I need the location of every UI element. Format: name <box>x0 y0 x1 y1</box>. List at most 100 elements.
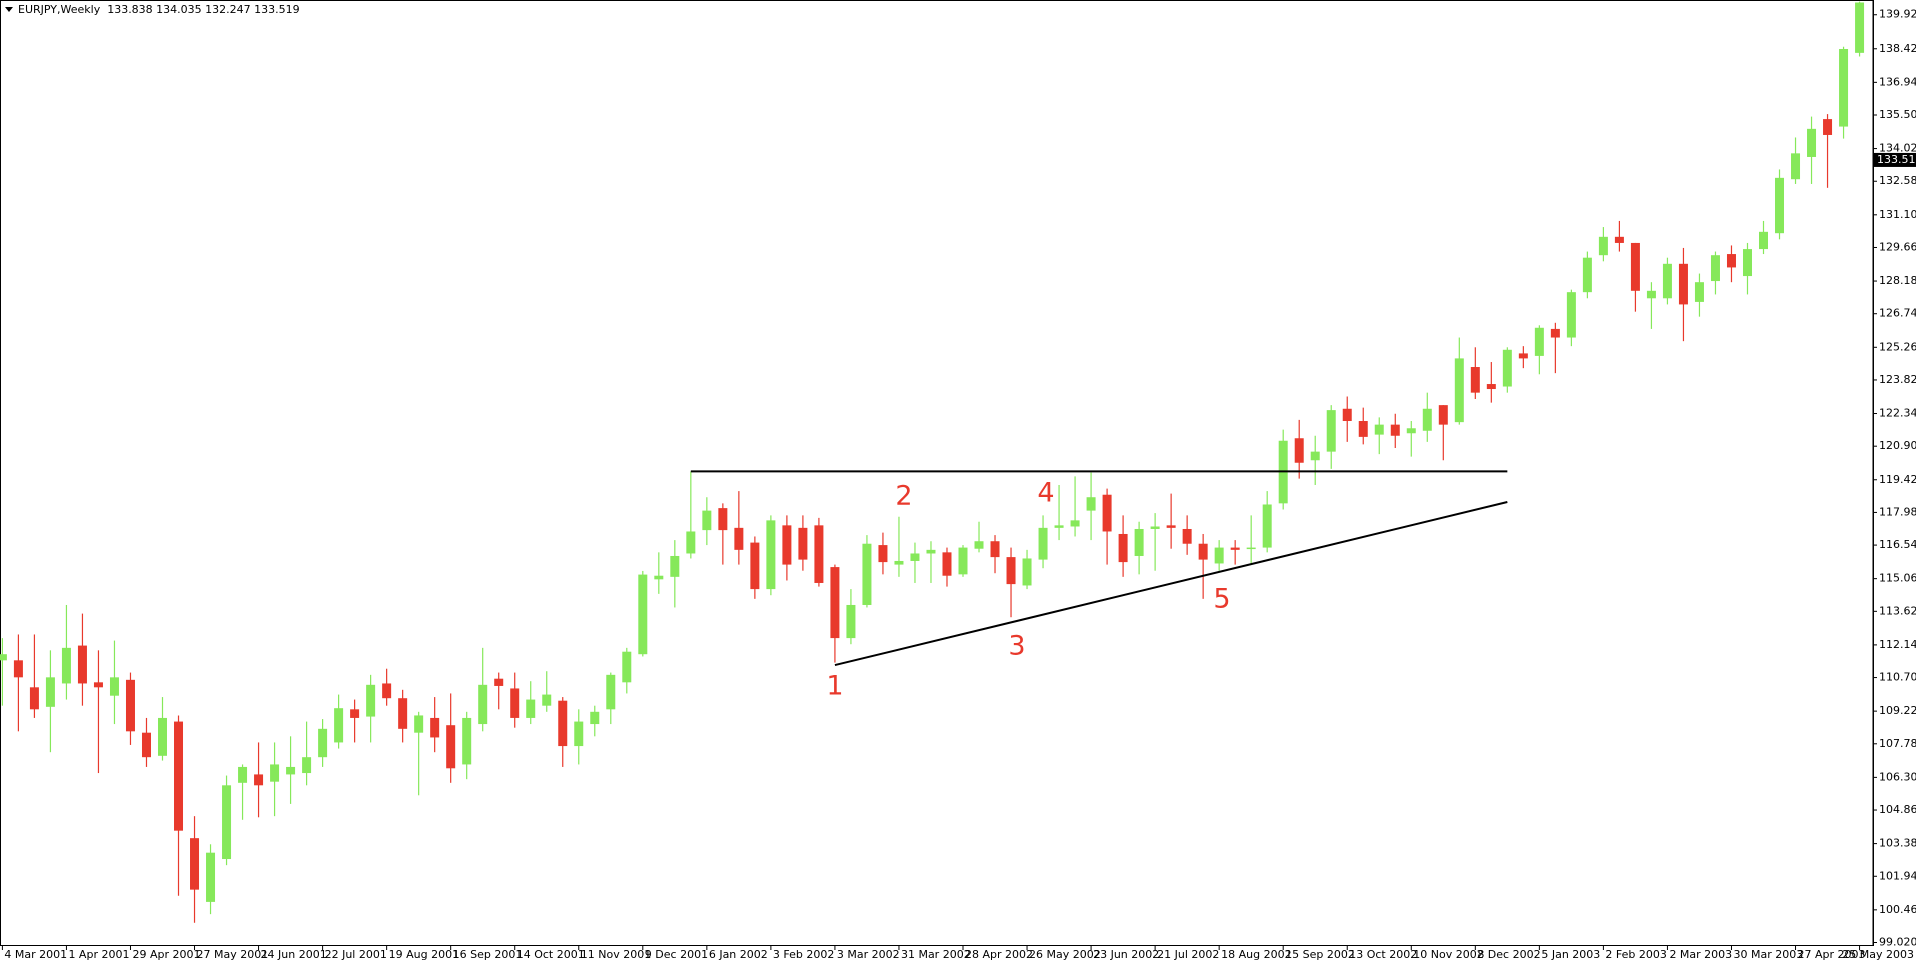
y-tick-label: 99.020 <box>1879 936 1916 949</box>
y-tick-label: 128.180 <box>1879 274 1916 287</box>
x-tick-label: 13 Oct 2002 <box>1349 948 1417 961</box>
candle-body <box>1662 263 1672 299</box>
candle-body <box>894 560 904 565</box>
annotation: 1 <box>826 671 843 702</box>
candle-body <box>1742 249 1752 277</box>
x-tick-label: 27 Apr 2003 <box>1798 948 1866 961</box>
candle-body <box>1054 525 1064 528</box>
candle-body <box>782 525 792 565</box>
candle-body <box>830 567 840 639</box>
candle-body <box>1198 543 1208 560</box>
annotation: 4 <box>1037 478 1054 509</box>
candle-body <box>542 694 552 706</box>
x-tick-label: 23 Jun 2002 <box>1093 948 1159 961</box>
last-price-label: 133.519 <box>1877 153 1916 166</box>
candle-body <box>1598 236 1608 256</box>
x-tick-label: 25 May 2003 <box>1842 948 1914 961</box>
candle-body <box>942 552 952 576</box>
x-tick-label: 2 Feb 2003 <box>1605 948 1666 961</box>
candle-body <box>1406 428 1416 434</box>
y-tick-label: 109.220 <box>1879 704 1916 717</box>
y-tick-label: 101.940 <box>1879 869 1916 882</box>
candle-body <box>174 721 184 831</box>
y-tick-label: 113.620 <box>1879 604 1916 617</box>
y-tick-label: 120.900 <box>1879 439 1916 452</box>
x-tick-label: 18 Aug 2002 <box>1221 948 1291 961</box>
trend-line <box>834 501 1508 667</box>
x-tick-label: 6 Jan 2002 <box>709 948 768 961</box>
y-tick-label: 135.500 <box>1879 108 1916 121</box>
candle-body <box>366 684 376 717</box>
y-tick-label: 119.420 <box>1879 473 1916 486</box>
x-tick-label: 21 Jul 2002 <box>1157 948 1219 961</box>
candle-body <box>494 678 504 686</box>
candle-body <box>878 545 888 563</box>
candle-body <box>318 728 328 758</box>
candle-body <box>125 679 135 732</box>
candle-body <box>1694 282 1704 302</box>
candle-body <box>1726 254 1736 268</box>
candle-body <box>1678 263 1688 305</box>
annotation: 2 <box>895 481 912 512</box>
candle-body <box>1246 547 1256 550</box>
y-tick-label: 132.580 <box>1879 174 1916 187</box>
candle-body <box>574 721 584 747</box>
y-tick-label: 138.420 <box>1879 42 1916 55</box>
candle-body <box>222 785 232 860</box>
candle-body <box>141 732 151 758</box>
x-tick-label: 10 Nov 2002 <box>1413 948 1483 961</box>
candle-body <box>190 838 200 890</box>
candle-body <box>1582 257 1592 293</box>
candle-body <box>1262 504 1272 548</box>
x-tick-label: 28 Apr 2002 <box>965 948 1033 961</box>
candle-body <box>478 684 488 725</box>
candle-body <box>334 708 344 743</box>
candle-body <box>910 553 920 561</box>
candle-body <box>1710 255 1720 282</box>
candle-body <box>0 654 7 661</box>
x-tick-label: 24 Jun 2001 <box>261 948 327 961</box>
x-tick-label: 29 Apr 2001 <box>132 948 200 961</box>
x-tick-label: 30 Mar 2003 <box>1733 948 1803 961</box>
y-tick-label: 125.260 <box>1879 340 1916 353</box>
y-tick-label: 129.660 <box>1879 240 1916 253</box>
candle-body <box>206 852 216 902</box>
y-tick-label: 131.100 <box>1879 208 1916 221</box>
candle-body <box>1566 292 1576 338</box>
candle-body <box>702 510 712 531</box>
candle-body <box>286 766 296 775</box>
candle-body <box>1646 290 1656 299</box>
candle-body <box>270 764 280 782</box>
candle-body <box>1310 451 1320 461</box>
x-tick-label: 8 Dec 2002 <box>1477 948 1540 961</box>
candle-body <box>1038 527 1048 560</box>
candle-body <box>1214 547 1224 564</box>
annotation: 5 <box>1213 584 1230 615</box>
candle-body <box>1294 438 1304 463</box>
x-tick-label: 11 Nov 2001 <box>581 948 651 961</box>
candle-body <box>1342 408 1352 422</box>
candle-body <box>350 709 360 718</box>
candle-body <box>718 508 728 531</box>
candle-body <box>1086 497 1096 511</box>
candle-body <box>254 774 264 786</box>
last-price-box <box>1874 152 1916 167</box>
candle-body <box>302 757 312 774</box>
candle-body <box>1102 494 1112 532</box>
candle-body <box>414 715 424 733</box>
candle-body <box>398 698 408 729</box>
candle-body <box>93 682 103 688</box>
candle-body <box>1518 353 1528 359</box>
candle-body <box>798 527 808 560</box>
y-tick-label: 139.920 <box>1879 8 1916 21</box>
candle-body <box>1630 242 1640 291</box>
y-tick-label: 116.540 <box>1879 538 1916 551</box>
candle-body <box>1614 236 1624 243</box>
y-tick-label: 123.820 <box>1879 373 1916 386</box>
y-tick-label: 103.380 <box>1879 837 1916 850</box>
candle-body <box>654 575 664 580</box>
x-tick-label: 1 Apr 2001 <box>68 948 129 961</box>
candle-body <box>61 647 71 684</box>
x-tick-label: 14 Oct 2001 <box>517 948 585 961</box>
